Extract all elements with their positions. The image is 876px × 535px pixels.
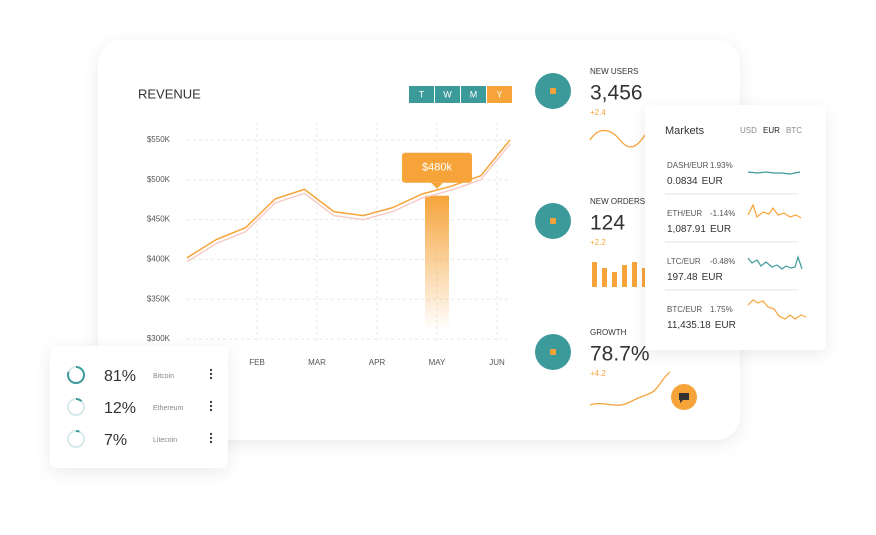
menu-dot <box>209 436 213 440</box>
main-card <box>98 40 740 440</box>
x-tick-label: APR <box>369 358 386 367</box>
holding-name: Ethereum <box>153 405 184 412</box>
x-tick-label: JUN <box>489 358 505 367</box>
price-value: 1,087.91 <box>667 224 706 235</box>
period-button[interactable] <box>487 86 512 103</box>
ring-arc <box>67 430 85 448</box>
x-tick-label: FEB <box>249 358 265 367</box>
mini-bars <box>592 262 646 287</box>
price-value: 197.48 <box>667 272 698 283</box>
y-tick-label: $400K <box>147 255 171 264</box>
pair: BTC/EUR <box>667 305 702 314</box>
period-button[interactable] <box>409 86 434 103</box>
price: 11,435.18 EUR <box>667 320 736 331</box>
change: -0.48% <box>710 257 735 266</box>
tooltip-pointer <box>431 182 443 189</box>
sparkline <box>747 299 807 320</box>
stat-change: +2.4 <box>590 108 606 117</box>
holding-percent: 12% <box>104 400 136 417</box>
sparkline <box>747 171 801 175</box>
revenue-line <box>186 139 511 259</box>
y-tick-label: $500K <box>147 175 171 184</box>
holding-percent: 81% <box>104 368 136 385</box>
price-currency: EUR <box>702 272 723 283</box>
y-tick-label: $350K <box>147 294 171 303</box>
stat-value: 124 <box>590 212 625 235</box>
x-tick-label: MAR <box>308 358 326 367</box>
period-button[interactable] <box>461 86 486 103</box>
menu-dot <box>209 408 213 412</box>
stat-change: +2.2 <box>590 238 606 247</box>
menu-dot <box>209 376 213 380</box>
highlight-bar <box>425 195 449 330</box>
revenue-line-shadow <box>186 143 511 263</box>
pair: DASH/EUR <box>667 161 709 170</box>
y-tick-label: $450K <box>147 215 171 224</box>
menu-dot <box>209 368 213 372</box>
y-tick-label: $300K <box>147 334 171 343</box>
change: 1.93% <box>710 161 733 170</box>
holding-name: Bitcoin <box>153 373 174 380</box>
stat-label: GROWTH <box>590 328 627 337</box>
ring-arc <box>67 366 85 384</box>
x-tick-label: MAY <box>429 358 446 367</box>
sparkline <box>747 255 803 270</box>
price: 197.48 EUR <box>667 272 723 283</box>
menu-dot <box>209 440 213 444</box>
tooltip <box>402 152 472 183</box>
currency-tab[interactable]: BTC <box>786 126 802 135</box>
period-label: Y <box>496 89 502 99</box>
chat-icon <box>679 393 689 403</box>
holding-name: Litecoin <box>153 437 177 444</box>
markets-card <box>645 105 826 350</box>
revenue-title: REVENUE <box>138 86 201 101</box>
period-button[interactable] <box>435 86 460 103</box>
period-label: M <box>470 89 478 99</box>
period-label: T <box>419 89 425 99</box>
menu-dot <box>209 404 213 408</box>
change: 1.75% <box>710 305 733 314</box>
price: 0.0834 EUR <box>667 176 723 187</box>
stat-label: NEW ORDERS <box>590 197 645 206</box>
sparkline <box>747 203 802 219</box>
holdings-card <box>50 346 228 468</box>
tooltip-label: $480k <box>422 162 452 174</box>
stat-glyph <box>550 349 556 355</box>
holding-percent: 7% <box>104 432 127 449</box>
stat-value: 78.7% <box>590 343 650 366</box>
menu-dot <box>209 432 213 436</box>
period-label: W <box>443 89 452 99</box>
stat-label: NEW USERS <box>590 67 638 76</box>
price: 1,087.91 EUR <box>667 224 731 235</box>
price-value: 11,435.18 <box>667 320 711 331</box>
price-value: 0.0834 <box>667 176 698 187</box>
price-currency: EUR <box>710 224 731 235</box>
stat-change: +4.2 <box>590 369 606 378</box>
stat-glyph <box>550 218 556 224</box>
currency-tab[interactable]: USD <box>740 126 757 135</box>
price-currency: EUR <box>715 320 736 331</box>
menu-dot <box>209 372 213 376</box>
stat-value: 3,456 <box>590 82 643 105</box>
price-currency: EUR <box>702 176 723 187</box>
currency-tab[interactable]: EUR <box>763 126 780 135</box>
menu-dot <box>209 400 213 404</box>
sparkline <box>589 371 671 406</box>
stat-glyph <box>550 88 556 94</box>
pair: LTC/EUR <box>667 257 701 266</box>
pair: ETH/EUR <box>667 209 702 218</box>
change: -1.14% <box>710 209 735 218</box>
ring-arc <box>67 398 85 416</box>
y-tick-label: $550K <box>147 135 171 144</box>
markets-title: Markets <box>665 125 705 137</box>
sparkline <box>589 129 646 148</box>
